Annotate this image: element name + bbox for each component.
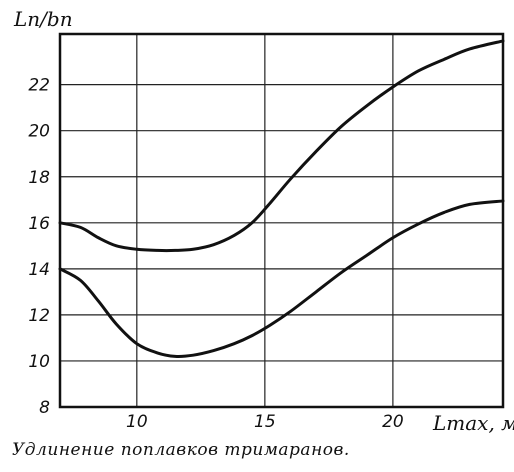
x-axis-label: Lmax, м: [432, 411, 514, 435]
figure-caption: Удлинение поплавков тримаранов.: [12, 440, 350, 460]
grid-lines: [60, 34, 503, 407]
y-tick-label: 12: [28, 306, 50, 326]
x-tick-label: 15: [254, 412, 276, 432]
x-tick-label: 20: [382, 412, 404, 432]
plot-background: [60, 34, 503, 407]
series-group: [58, 39, 505, 358]
y-tick-labels: 8 10 12 14 16 18 20 22: [28, 76, 50, 418]
y-tick-label: 8: [39, 398, 50, 418]
y-tick-label: 22: [28, 76, 50, 96]
y-tick-label: 20: [28, 122, 50, 142]
chart: 10 15 20 8 10 12 14 16 18 20 22 Lп/bп Lmax, м: [13, 7, 514, 435]
y-tick-label: 18: [28, 168, 50, 188]
x-tick-labels: 10 15 20: [126, 412, 404, 432]
y-tick-label: 16: [28, 214, 50, 234]
y-tick-label: 14: [28, 260, 50, 280]
series-line-upper: [58, 39, 505, 253]
plot-frame: [58, 32, 505, 409]
x-tick-label: 10: [126, 412, 148, 432]
series-line-lower: [58, 199, 505, 358]
y-tick-label: 10: [28, 352, 50, 372]
y-axis-label: Lп/bп: [13, 7, 73, 31]
